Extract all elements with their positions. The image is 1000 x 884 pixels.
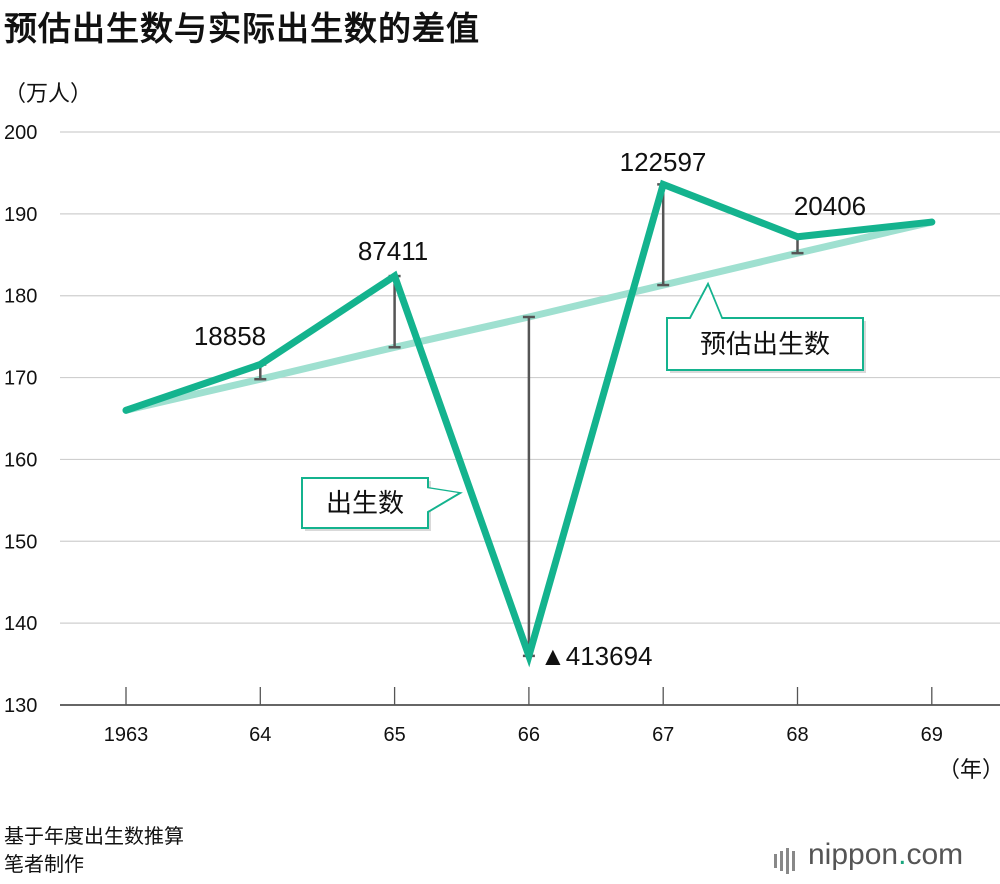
difference-label-64: 18858: [194, 321, 266, 351]
y-tick-label-180: 180: [4, 286, 37, 308]
callout-label-0: 出生数: [326, 489, 404, 519]
y-axis-unit: （万人）: [4, 82, 93, 107]
actual-series-line: [122, 179, 936, 668]
x-axis-unit: （年）: [938, 758, 1000, 783]
x-tick-label-65: 65: [383, 724, 405, 746]
y-tick-label-140: 140: [4, 613, 37, 635]
y-tick-label-160: 160: [4, 449, 37, 471]
y-tick-label-130: 130: [4, 695, 37, 717]
x-tick-label-1963: 1963: [104, 724, 149, 746]
y-tick-label-170: 170: [4, 368, 37, 390]
difference-label-67: 122597: [620, 147, 707, 177]
gap-bars: [254, 183, 804, 658]
x-axis-ticks: 1963 64 65 66 67 68 69: [104, 687, 943, 746]
chart-title: 预估出生数与实际出生数的差值: [4, 9, 480, 48]
x-tick-label-68: 68: [786, 724, 808, 746]
series-callouts: 出生数 预估出生数: [301, 281, 866, 531]
author-note: 笔者制作: [4, 852, 84, 876]
y-tick-label-200: 200: [4, 122, 37, 144]
x-tick-label-69: 69: [921, 724, 943, 746]
series-callout-1: 预估出生数: [666, 281, 866, 373]
y-tick-label-150: 150: [4, 531, 37, 553]
callout-box-0: [301, 477, 429, 529]
callout-tail-fill-0: [426, 488, 458, 512]
callout-box-1: [666, 317, 864, 371]
difference-labels: 18858 87411 ▲413694 122597 20406: [194, 147, 866, 671]
series-callout-0: 出生数: [301, 477, 463, 531]
x-tick-label-67: 67: [652, 724, 674, 746]
nippon-logo-icon: [774, 848, 795, 874]
difference-label-66: ▲413694: [540, 641, 653, 671]
x-tick-label-64: 64: [249, 724, 271, 746]
difference-label-65: 87411: [358, 236, 428, 266]
source-note: 基于年度出生数推算: [4, 824, 184, 848]
y-tick-label-190: 190: [4, 204, 37, 226]
callout-tail-fill-1: [690, 286, 722, 320]
actual-series: [122, 179, 936, 668]
callout-label-1: 预估出生数: [700, 330, 830, 360]
brand-name: nippon.com: [808, 838, 964, 871]
line-chart: 130 140 150 160 170 180 190 200 1963 64 65 66 67 68 6…: [4, 122, 1000, 746]
difference-label-68: 20406: [794, 191, 866, 221]
x-tick-label-66: 66: [518, 724, 540, 746]
